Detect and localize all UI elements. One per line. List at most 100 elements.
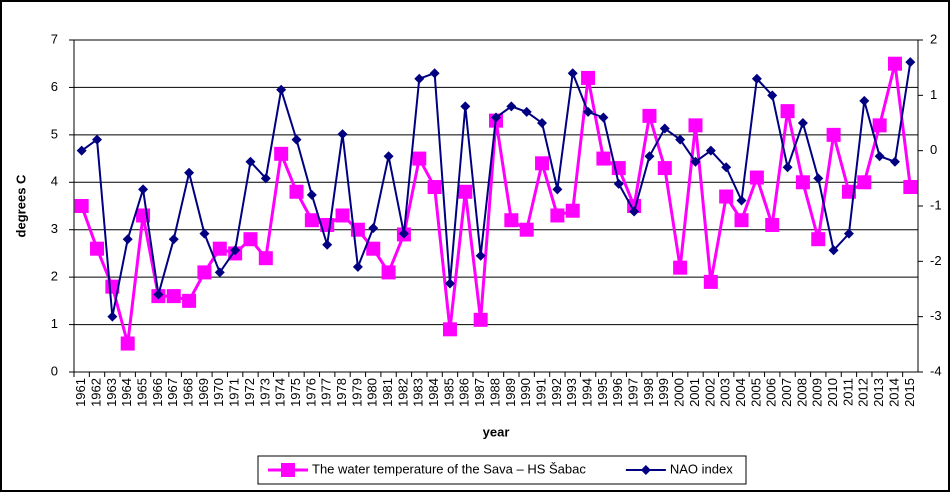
marker xyxy=(659,123,670,134)
x-tick-label: 2002 xyxy=(702,378,717,407)
x-tick-label: 1998 xyxy=(641,378,656,407)
marker xyxy=(734,213,749,228)
x-tick-label: 1991 xyxy=(533,378,548,407)
marker xyxy=(690,156,701,167)
x-axis-title: year xyxy=(483,424,510,439)
x-tick-label: 1967 xyxy=(165,378,180,407)
marker xyxy=(429,68,440,79)
marker xyxy=(458,184,473,199)
x-tick-label: 1978 xyxy=(334,378,349,407)
marker xyxy=(721,162,732,173)
marker xyxy=(274,146,289,161)
marker xyxy=(107,311,118,322)
marker xyxy=(644,151,655,162)
x-tick-label: 1994 xyxy=(580,378,595,407)
marker xyxy=(398,228,409,239)
marker xyxy=(535,156,550,171)
marker xyxy=(368,223,379,234)
x-tick-label: 1983 xyxy=(411,378,426,407)
marker xyxy=(76,145,87,156)
marker xyxy=(260,173,271,184)
marker xyxy=(581,70,596,85)
marker xyxy=(199,228,210,239)
y2-tick-label: -1 xyxy=(930,197,942,212)
x-tick-label: 1989 xyxy=(503,378,518,407)
x-tick-label: 2000 xyxy=(672,378,687,407)
marker xyxy=(705,145,716,156)
x-tick-label: 2012 xyxy=(856,378,871,407)
marker xyxy=(872,118,887,133)
marker xyxy=(736,195,747,206)
marker xyxy=(412,151,427,166)
marker xyxy=(337,129,348,140)
marker xyxy=(230,245,241,256)
x-tick-label: 1986 xyxy=(457,378,472,407)
marker xyxy=(550,208,565,223)
marker xyxy=(366,241,381,256)
marker xyxy=(537,118,548,128)
x-tick-label: 1976 xyxy=(303,378,318,407)
marker xyxy=(276,84,287,95)
marker xyxy=(887,56,902,71)
marker xyxy=(703,274,718,289)
marker xyxy=(322,239,333,250)
marker xyxy=(442,322,457,337)
marker xyxy=(506,101,517,112)
marker xyxy=(90,241,105,256)
x-tick-label: 2006 xyxy=(764,378,779,407)
marker xyxy=(92,134,103,145)
x-tick-label: 1992 xyxy=(549,378,564,407)
x-tick-label: 1990 xyxy=(518,378,533,407)
marker xyxy=(857,175,872,190)
y-tick-label: 1 xyxy=(51,316,58,331)
marker xyxy=(811,232,826,247)
marker xyxy=(184,167,195,178)
x-tick-label: 1982 xyxy=(395,378,410,407)
marker xyxy=(475,250,486,261)
marker xyxy=(598,112,609,123)
marker xyxy=(521,106,532,117)
marker xyxy=(304,213,319,228)
y2-tick-label: 0 xyxy=(930,142,937,157)
x-tick-label: 2008 xyxy=(794,378,809,407)
y2-tick-label: -4 xyxy=(930,363,942,378)
marker xyxy=(243,232,258,247)
y2-tick-label: -3 xyxy=(930,308,942,323)
marker xyxy=(813,173,824,184)
y2-tick-label: -2 xyxy=(930,253,942,268)
x-tick-label: 1961 xyxy=(73,378,88,407)
x-tick-label: 1999 xyxy=(656,378,671,407)
x-tick-label: 2014 xyxy=(886,378,901,407)
x-tick-label: 1973 xyxy=(257,378,272,407)
marker xyxy=(565,203,580,218)
marker xyxy=(903,180,918,195)
marker xyxy=(719,189,734,204)
marker xyxy=(383,151,394,162)
marker xyxy=(613,178,624,189)
legend-marker xyxy=(281,463,295,477)
marker xyxy=(673,260,688,275)
x-tick-label: 2007 xyxy=(779,378,794,407)
x-tick-label: 1974 xyxy=(273,378,288,407)
x-tick-label: 2005 xyxy=(748,378,763,407)
marker xyxy=(258,251,273,266)
marker xyxy=(905,57,916,68)
marker xyxy=(749,170,764,185)
marker xyxy=(381,265,396,280)
y-tick-label: 3 xyxy=(51,221,58,236)
legend-label: The water temperature of the Sava – HS Š… xyxy=(312,461,586,476)
x-tick-label: 2001 xyxy=(687,378,702,407)
x-tick-label: 1962 xyxy=(88,378,103,407)
y-tick-label: 6 xyxy=(51,79,58,94)
x-tick-label: 1980 xyxy=(365,378,380,407)
x-tick-label: 1985 xyxy=(441,378,456,407)
y-tick-label: 4 xyxy=(51,174,58,189)
x-tick-label: 1996 xyxy=(610,378,625,407)
marker xyxy=(642,108,657,123)
x-tick-label: 1993 xyxy=(564,378,579,407)
marker xyxy=(491,112,501,123)
marker xyxy=(795,175,810,190)
marker xyxy=(182,293,197,308)
x-tick-label: 1977 xyxy=(319,378,334,407)
